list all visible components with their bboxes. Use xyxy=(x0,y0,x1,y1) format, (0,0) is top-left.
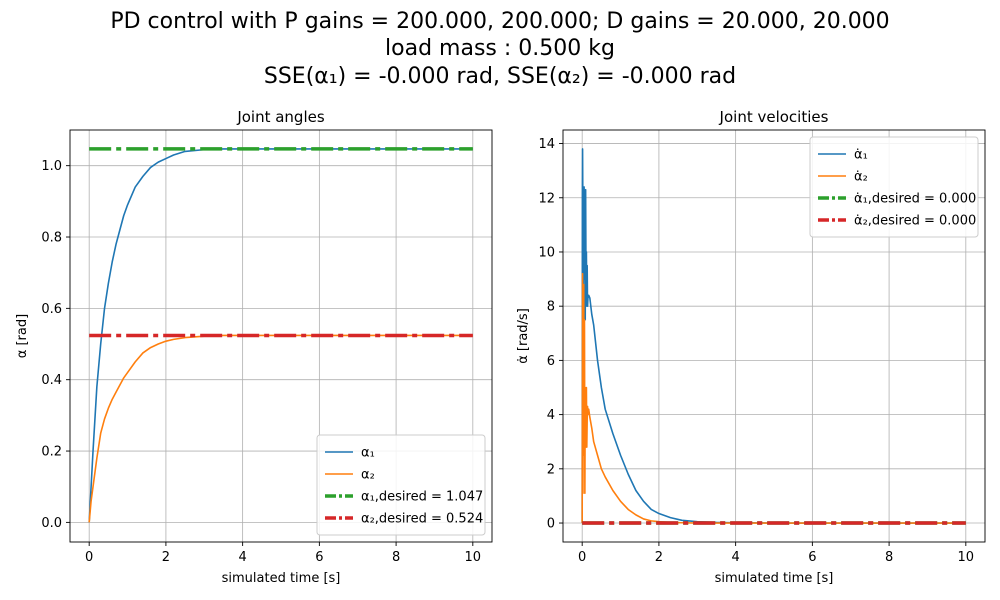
figure-title-line-2: load mass : 0.500 kg xyxy=(385,36,615,61)
chart1-xtick-label-0: 0 xyxy=(85,550,93,565)
chart1-xtick-label-3: 6 xyxy=(315,550,323,565)
chart2-legend-label-2: α̇₂ xyxy=(854,170,868,185)
chart2-title: Joint velocities xyxy=(719,108,829,126)
chart2-legend-label-3: α̇₁,desired = 0.000 xyxy=(854,192,976,207)
chart2-ytick-label-5: 10 xyxy=(538,245,555,260)
chart2-ytick-label-6: 12 xyxy=(538,191,555,206)
chart2-xtick-label-4: 8 xyxy=(885,550,893,565)
chart2-ytick-label-0: 0 xyxy=(547,517,555,532)
chart1-legend-label-1: α₁ xyxy=(361,446,375,461)
chart1-xlabel: simulated time [s] xyxy=(222,571,341,586)
chart2-ytick-label-7: 14 xyxy=(538,137,555,152)
chart2-ytick-label-1: 2 xyxy=(547,462,555,477)
chart1-xtick-label-5: 10 xyxy=(465,550,482,565)
chart2-xtick-label-3: 6 xyxy=(808,550,816,565)
chart1-ytick-label-1: 0.2 xyxy=(41,445,62,460)
chart2-xtick-label-1: 2 xyxy=(655,550,663,565)
chart1-legend-box xyxy=(316,434,486,536)
chart2-axes-frame xyxy=(562,129,986,543)
chart1-group: 0 2 4 6 8 10 0.0 0.2 0.4 0.6 0.8 1.0 Joint angles sim… xyxy=(15,108,493,586)
chart1-ylabel: α [rad] xyxy=(15,314,30,358)
figure-title-line-3: SSE(α₁) = -0.000 rad, SSE(α₂) = -0.000 r… xyxy=(263,64,737,89)
chart2-xtick-label-5: 10 xyxy=(958,550,975,565)
chart1-ytick-label-0: 0.0 xyxy=(41,516,62,531)
chart1-xtick-label-2: 4 xyxy=(238,550,246,565)
chart2-ylabel: α̇ [rad/s] xyxy=(516,308,531,364)
figure-title-line-1: PD control with P gains = 200.000, 200.0… xyxy=(110,9,890,34)
chart1-ytick-label-4: 0.8 xyxy=(41,231,62,246)
chart2-series-1-line xyxy=(581,148,966,524)
chart1-legend-label-4: α₂,desired = 0.524 xyxy=(361,512,483,527)
chart1-ytick-label-5: 1.0 xyxy=(41,159,62,174)
chart1-title: Joint angles xyxy=(236,108,325,126)
chart2-series-2-line xyxy=(581,272,966,524)
chart2-xtick-label-2: 4 xyxy=(731,550,739,565)
chart2-group: 0 2 4 6 8 10 0 2 4 6 8 10 12 14 Joint velocities simula… xyxy=(516,108,986,586)
chart1-xtick-label-1: 2 xyxy=(162,550,170,565)
chart1-ytick-label-3: 0.6 xyxy=(41,302,62,317)
chart2-ytick-label-4: 8 xyxy=(547,300,555,315)
chart2-legend-box xyxy=(809,136,979,238)
chart2-xlabel: simulated time [s] xyxy=(715,571,834,586)
chart2-xtick-label-0: 0 xyxy=(578,550,586,565)
chart2-legend-label-4: α̇₂,desired = 0.000 xyxy=(854,214,976,229)
chart2-legend-label-1: α̇₁ xyxy=(854,148,868,163)
chart1-xtick-label-4: 8 xyxy=(392,550,400,565)
chart1-legend-label-3: α₁,desired = 1.047 xyxy=(361,490,483,505)
chart1-legend-label-2: α₂ xyxy=(361,468,375,483)
chart1-axes-frame xyxy=(69,129,493,543)
chart1-ytick-label-2: 0.4 xyxy=(41,373,62,388)
chart2-ytick-label-2: 4 xyxy=(547,408,555,423)
chart2-ytick-label-3: 6 xyxy=(547,354,555,369)
